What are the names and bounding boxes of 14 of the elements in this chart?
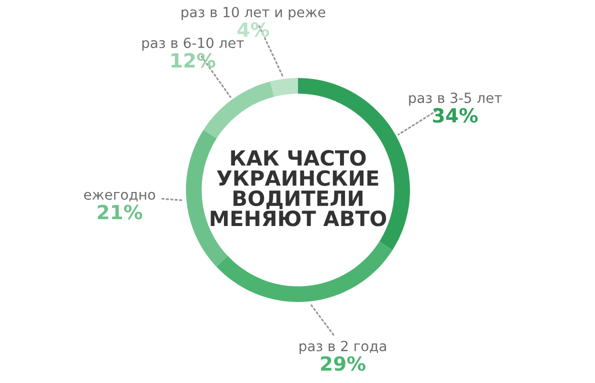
- slice-label: раз в 6-10 лет: [142, 38, 244, 51]
- data-label: 21%: [98, 204, 142, 220]
- data-label: 4%: [238, 22, 270, 37]
- text: КАК ЧАСТО УКРАИНСКИЕ ВОДИТЕЛИ МЕНЯЮТ АВТО: [210, 150, 386, 226]
- data-label: 34%: [433, 108, 478, 123]
- slice-label: ежегодно: [84, 192, 156, 202]
- data-label: 29%: [321, 356, 366, 371]
- data-label: 12%: [172, 53, 216, 68]
- donut-slice: [203, 82, 274, 138]
- slice-label: раз в 3-5 лет: [409, 92, 502, 106]
- donut-slice: [270, 78, 298, 97]
- slice-label: раз в 2 года: [300, 340, 386, 354]
- donut-slice: [216, 242, 393, 302]
- slice-label: раз в 10 лет и реже: [182, 6, 326, 20]
